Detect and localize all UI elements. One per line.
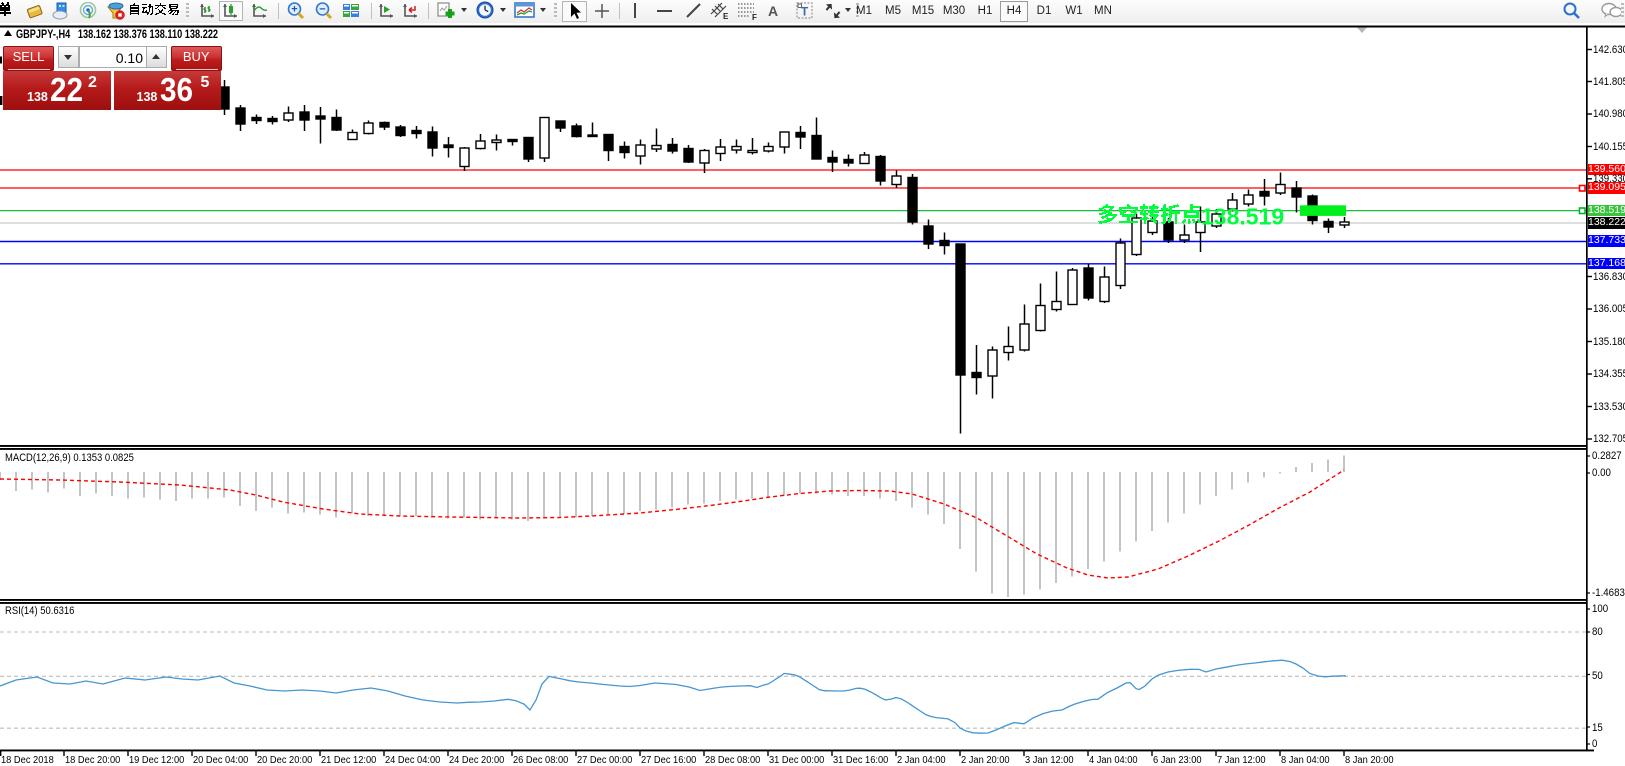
svg-text:138.519: 138.519 — [1201, 204, 1284, 230]
svg-text:F: F — [752, 13, 757, 21]
svg-text:−: − — [319, 4, 325, 16]
svg-text:+: + — [291, 4, 297, 16]
svg-text:T: T — [801, 5, 809, 19]
svg-text:E: E — [723, 12, 729, 21]
